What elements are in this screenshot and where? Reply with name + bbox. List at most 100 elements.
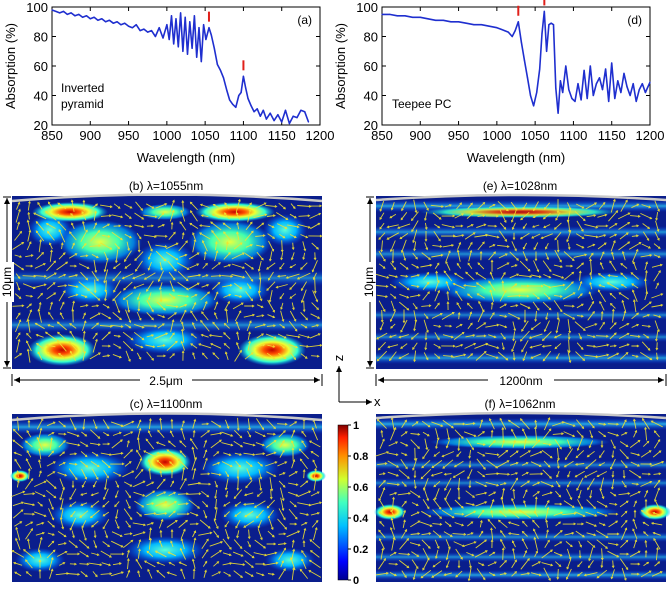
- field-arrow: [390, 293, 397, 299]
- field-arrow: [180, 328, 185, 343]
- field-arrow: [544, 539, 550, 548]
- field-arrow: [633, 539, 638, 549]
- field-arrow: [563, 500, 575, 508]
- field-arrow: [413, 199, 418, 214]
- field-arrow: [577, 293, 583, 299]
- field-arrow: [533, 260, 540, 273]
- field-arrow: [289, 282, 297, 291]
- field-arrow: [45, 344, 56, 348]
- field-arrow: [642, 223, 651, 230]
- field-arrow: [563, 460, 574, 468]
- field-arrow: [413, 470, 417, 479]
- field-arrow: [256, 572, 265, 577]
- field-arrow: [501, 280, 505, 291]
- field-arrow: [640, 509, 651, 518]
- data-point: [507, 31, 509, 33]
- field-arrow: [380, 547, 385, 560]
- field-arrow: [633, 509, 637, 518]
- field-arrow: [112, 312, 122, 321]
- data-point: [641, 83, 643, 85]
- field-arrow: [255, 343, 266, 348]
- field-arrow: [256, 354, 265, 358]
- field-arrow: [512, 232, 516, 241]
- field-arrow: [210, 342, 222, 349]
- field-arrow: [597, 242, 607, 250]
- field-arrow: [82, 312, 86, 320]
- field-arrow: [89, 510, 100, 519]
- field-arrow: [234, 452, 243, 456]
- field-arrow: [452, 282, 465, 289]
- field-arrow: [192, 418, 197, 429]
- field-arrow: [103, 478, 108, 491]
- field-arrow: [136, 419, 142, 429]
- field-arrow: [211, 213, 220, 219]
- field-arrow: [562, 522, 577, 526]
- field-arrow: [618, 492, 631, 496]
- field-arrow: [192, 537, 197, 550]
- data-point: [629, 94, 631, 97]
- field-arrow: [236, 530, 240, 539]
- field-arrow: [24, 477, 34, 490]
- field-arrow: [155, 250, 167, 262]
- field-arrow: [166, 571, 177, 577]
- x-tick-label: 1000: [482, 128, 511, 143]
- field-arrow: [312, 272, 317, 281]
- field-arrow: [278, 568, 286, 580]
- field-arrow: [488, 491, 497, 497]
- field-arrow: [457, 311, 461, 320]
- data-point: [617, 80, 619, 82]
- field-arrow: [103, 488, 109, 501]
- field-arrow: [377, 462, 388, 466]
- field-arrow: [500, 271, 506, 280]
- field-arrow: [26, 241, 32, 251]
- field-arrow: [444, 204, 452, 208]
- field-arrow: [575, 203, 585, 209]
- field-arrow: [137, 570, 141, 578]
- data-point: [412, 16, 414, 18]
- field-arrow: [187, 273, 202, 278]
- field-arrow: [432, 560, 442, 568]
- field-arrow: [567, 242, 571, 250]
- field-arrow: [630, 461, 640, 467]
- data-point: [124, 22, 126, 24]
- field-arrow: [300, 262, 308, 270]
- field-arrow: [519, 330, 530, 342]
- field-arrow: [278, 542, 287, 546]
- field-arrow: [401, 201, 407, 212]
- field-arrow: [629, 469, 642, 479]
- field-arrow: [468, 460, 472, 469]
- data-point: [435, 19, 437, 21]
- field-arrow: [135, 558, 143, 569]
- field-arrow: [398, 552, 411, 556]
- field-arrow: [300, 480, 309, 488]
- field-arrow: [156, 452, 166, 456]
- data-point: [536, 91, 538, 94]
- field-arrow: [586, 214, 597, 218]
- field-arrow: [192, 467, 197, 480]
- field-arrow: [455, 570, 463, 578]
- field-arrow: [556, 312, 560, 321]
- field-arrow: [80, 441, 89, 447]
- field-arrow: [631, 354, 639, 358]
- field-arrow: [145, 203, 155, 209]
- field-arrow: [133, 480, 146, 488]
- field-arrow: [378, 263, 386, 269]
- field-arrow: [134, 500, 145, 508]
- field-arrow: [454, 499, 464, 509]
- field-arrow: [167, 440, 176, 448]
- field-arrow: [253, 202, 267, 210]
- field-arrow: [90, 460, 100, 468]
- data-point: [210, 34, 212, 36]
- field-arrow: [155, 234, 168, 238]
- field-arrow: [192, 231, 196, 240]
- field-arrow: [155, 203, 168, 209]
- data-point: [78, 13, 80, 15]
- chart-d: 850 900 950 1000 1050 1100 1150 120020406080100…: [333, 0, 664, 165]
- field-arrow: [137, 301, 141, 312]
- field-arrow: [191, 558, 196, 569]
- field-arrow: [477, 309, 485, 323]
- field-arrow: [69, 350, 76, 361]
- x-tick-label: 850: [41, 128, 63, 143]
- field-arrow: [588, 547, 594, 562]
- field-arrow: [57, 221, 67, 231]
